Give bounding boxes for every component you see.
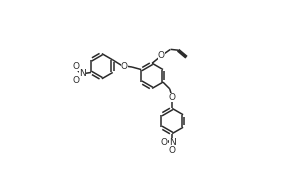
Text: O: O [169,146,176,155]
Text: O: O [158,51,165,60]
Text: O: O [121,62,128,71]
Text: N: N [79,69,86,78]
Text: O: O [72,62,79,71]
Text: N: N [169,138,176,147]
Text: O: O [169,93,176,102]
Text: O: O [161,138,168,147]
Text: O: O [72,76,79,85]
